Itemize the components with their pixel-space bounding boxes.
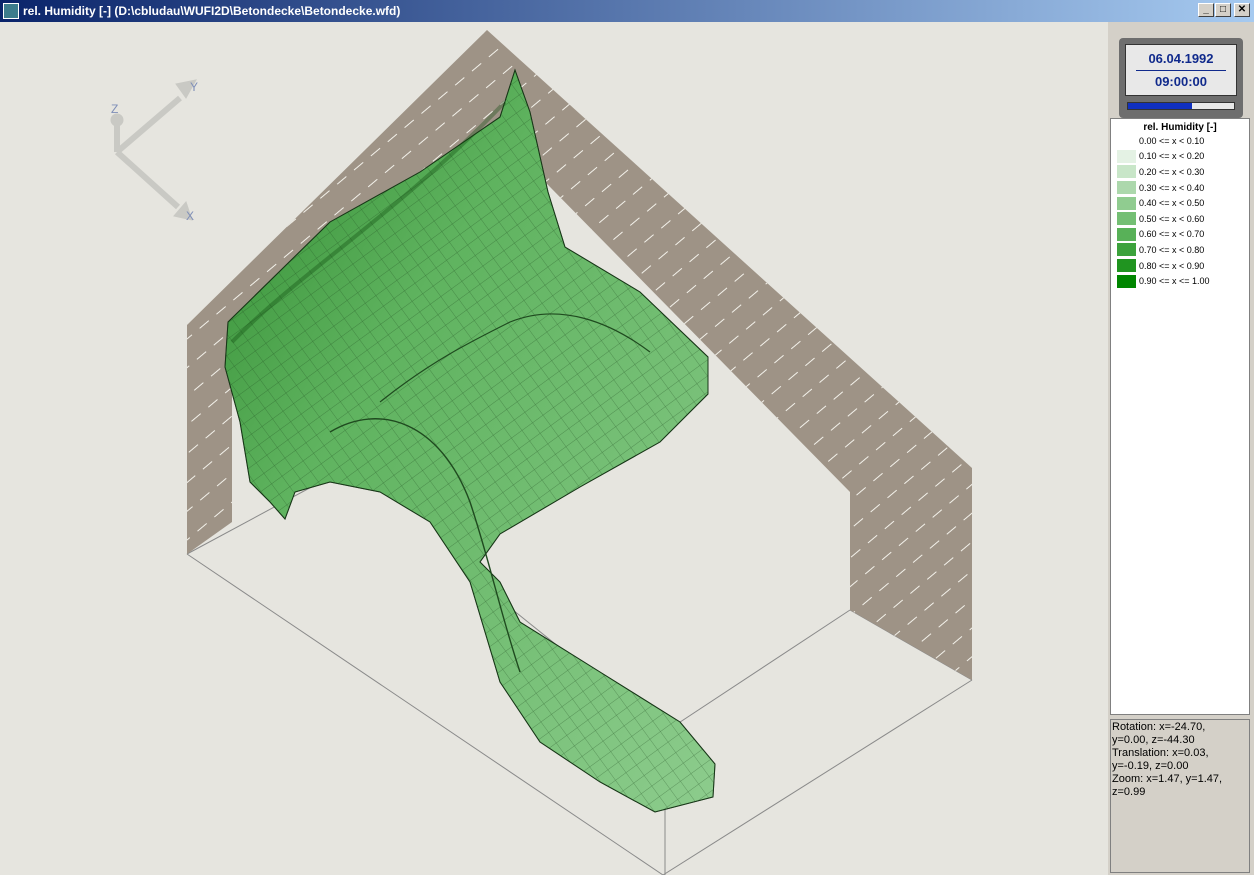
window-title: rel. Humidity [-] (D:\cbludau\WUFI2D\Bet… [23, 4, 401, 18]
legend-swatch [1117, 259, 1136, 273]
legend-swatch [1117, 274, 1136, 288]
legend-label: 0.20 <= x < 0.30 [1139, 166, 1205, 177]
minimize-button[interactable]: _ [1198, 3, 1214, 17]
app-icon[interactable] [3, 3, 19, 19]
legend-list: 0.00 <= x < 0.10 0.10 <= x < 0.20 0.20 <= … [1111, 133, 1249, 289]
legend-label: 0.00 <= x < 0.10 [1139, 135, 1205, 146]
legend-swatch [1117, 134, 1136, 148]
wall-left [187, 312, 232, 554]
legend-swatch [1117, 196, 1136, 210]
legend-swatch [1117, 243, 1136, 257]
legend-swatch [1117, 181, 1136, 195]
maximize-button[interactable]: □ [1215, 3, 1231, 17]
title-bar: rel. Humidity [-] (D:\cbludau\WUFI2D\Bet… [0, 0, 1254, 22]
close-button[interactable]: ✕ [1234, 3, 1250, 17]
view-info: Rotation: x=-24.70, y=0.00, z=-44.30 Tra… [1110, 719, 1250, 873]
window-controls: _ □ ✕ [1198, 3, 1250, 17]
legend-label: 0.90 <= x <= 1.00 [1139, 276, 1210, 287]
3d-scene: Z Y X [110, 30, 973, 875]
time-slider-fill [1128, 103, 1192, 109]
legend-item: 0.60 <= x < 0.70 [1111, 227, 1249, 243]
legend-item: 0.20 <= x < 0.30 [1111, 164, 1249, 180]
legend-item: 0.00 <= x < 0.10 [1111, 133, 1249, 149]
clock-face: 06.04.1992 09:00:00 [1125, 44, 1237, 96]
legend-label: 0.40 <= x < 0.50 [1139, 198, 1205, 209]
legend-label: 0.60 <= x < 0.70 [1139, 229, 1205, 240]
side-panel: 06.04.1992 09:00:00 rel. Humidity [-] 0.… [1108, 22, 1254, 875]
legend-title: rel. Humidity [-] [1143, 122, 1217, 133]
legend-item: 0.30 <= x < 0.40 [1111, 180, 1249, 196]
axis-indicator [110, 79, 197, 221]
legend-swatch [1117, 149, 1136, 163]
time-slider[interactable] [1127, 102, 1235, 110]
axis-label-y: Y [190, 80, 198, 94]
legend-item: 0.40 <= x < 0.50 [1111, 195, 1249, 211]
time-display: 06.04.1992 09:00:00 [1119, 38, 1243, 118]
axis-label-x: X [186, 209, 194, 223]
legend-label: 0.30 <= x < 0.40 [1139, 182, 1205, 193]
legend-item: 0.90 <= x <= 1.00 [1111, 273, 1249, 289]
color-legend: rel. Humidity [-] 0.00 <= x < 0.10 0.10 <… [1110, 118, 1250, 715]
legend-item: 0.70 <= x < 0.80 [1111, 242, 1249, 258]
legend-swatch [1117, 227, 1136, 241]
time-label: 09:00:00 [1154, 74, 1208, 89]
humidity-surface [224, 68, 716, 813]
axis-label-z: Z [111, 102, 118, 116]
date-label: 06.04.1992 [1148, 51, 1214, 66]
legend-item: 0.50 <= x < 0.60 [1111, 211, 1249, 227]
3d-viewport[interactable]: Z Y X [0, 22, 1108, 875]
legend-item: 0.10 <= x < 0.20 [1111, 149, 1249, 165]
legend-item: 0.80 <= x < 0.90 [1111, 258, 1249, 274]
legend-label: 0.70 <= x < 0.80 [1139, 244, 1205, 255]
legend-label: 0.80 <= x < 0.90 [1139, 260, 1205, 271]
legend-label: 0.50 <= x < 0.60 [1139, 213, 1205, 224]
legend-swatch [1117, 165, 1136, 179]
legend-swatch [1117, 212, 1136, 226]
legend-label: 0.10 <= x < 0.20 [1139, 151, 1205, 162]
